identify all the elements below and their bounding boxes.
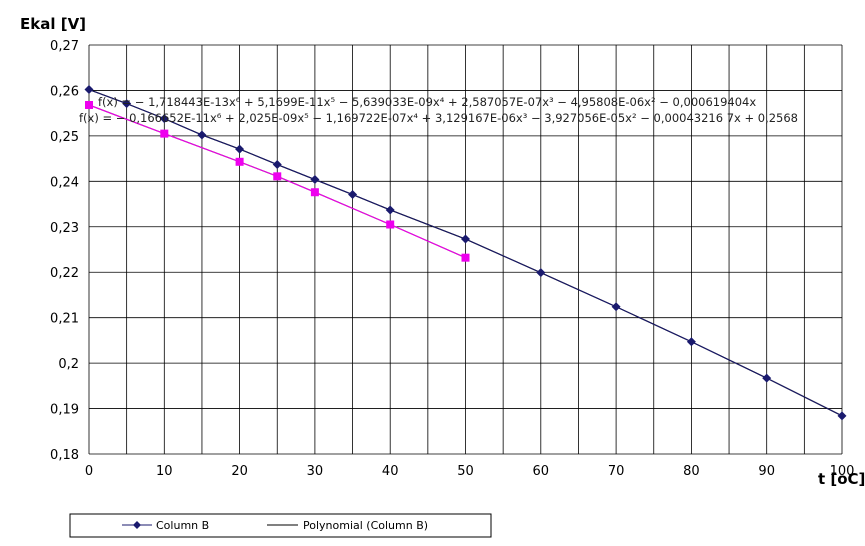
- data-point: [159, 114, 169, 124]
- series-group: [84, 85, 847, 421]
- y-tick-label: 0,18: [50, 448, 79, 463]
- data-point: [461, 234, 470, 244]
- x-tick-label: 40: [382, 464, 399, 479]
- data-point: [386, 220, 395, 229]
- y-tick-label: 0,26: [50, 84, 79, 99]
- y-tick-label: 0,27: [50, 39, 79, 54]
- data-point: [385, 205, 395, 215]
- data-point: [310, 188, 319, 197]
- y-tick-label: 0,2: [58, 357, 79, 372]
- y-tick-label: 0,22: [50, 266, 79, 281]
- legend-series-marker: [133, 521, 141, 529]
- data-point: [310, 175, 320, 185]
- annotations: f(x) = − 1,718443E-13x⁶ + 5,1699E-11x⁵ −…: [79, 95, 798, 125]
- x-tick-label: 50: [457, 464, 474, 479]
- data-point: [348, 190, 358, 200]
- data-point: [762, 373, 772, 383]
- legend-trend-label: Polynomial (Column B): [303, 519, 428, 532]
- x-tick-label: 20: [231, 464, 248, 479]
- annotation-1: f(x) = − 1,718443E-13x⁶ + 5,1699E-11x⁵ −…: [98, 95, 756, 109]
- legend-series-label: Column B: [156, 519, 209, 532]
- data-point: [160, 129, 169, 138]
- x-tick-label: 70: [608, 464, 625, 479]
- data-point: [837, 411, 847, 421]
- data-point: [461, 253, 470, 262]
- legend: Column B Polynomial (Column B): [69, 513, 492, 538]
- y-tick-label: 0,21: [50, 312, 79, 327]
- data-point: [84, 85, 94, 95]
- y-tick-label: 0,19: [50, 403, 79, 418]
- y-tick-labels: 0,18 0,19 0,2 0,21 0,22 0,23 0,24 0,25 0,26 0,27: [50, 39, 79, 463]
- x-tick-labels: 0 10 20 30 40 50 60 70 80 90 100: [85, 464, 855, 479]
- data-point: [85, 100, 93, 109]
- data-point: [272, 160, 282, 170]
- annotation-2: f(x) = − 0,166652E-11x⁶ + 2,025E-09x⁵ − …: [79, 111, 798, 125]
- data-point: [197, 130, 207, 140]
- data-point: [273, 172, 282, 181]
- data-point: [235, 157, 244, 166]
- y-tick-label: 0,23: [50, 221, 79, 236]
- x-tick-label: 30: [307, 464, 324, 479]
- data-point: [122, 99, 132, 109]
- grid: [88, 44, 843, 455]
- data-point: [536, 268, 546, 278]
- x-tick-label: 90: [758, 464, 775, 479]
- x-tick-label: 80: [683, 464, 700, 479]
- data-point: [235, 144, 245, 154]
- y-tick-label: 0,24: [50, 175, 79, 190]
- data-point: [611, 302, 621, 312]
- x-tick-label: 100: [830, 464, 855, 479]
- x-tick-label: 0: [85, 464, 93, 479]
- x-axis-title: t [oC]: [818, 470, 865, 488]
- y-axis-title: Ekal [V]: [20, 15, 86, 33]
- y-tick-label: 0,25: [50, 130, 79, 145]
- x-tick-label: 60: [533, 464, 550, 479]
- data-point: [686, 337, 696, 347]
- x-tick-label: 10: [156, 464, 173, 479]
